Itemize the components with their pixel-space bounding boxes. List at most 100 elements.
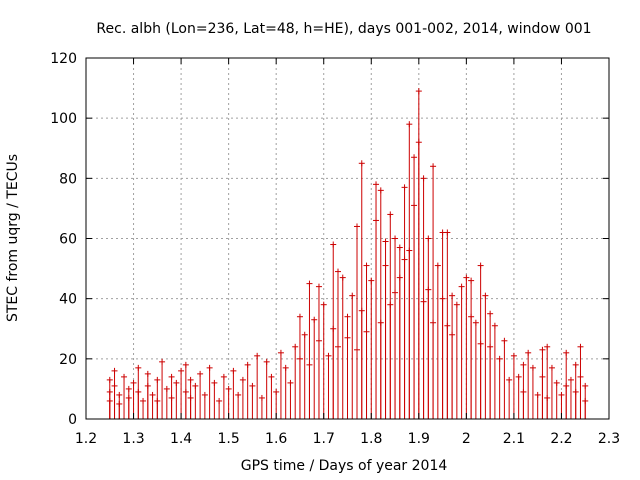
data-point xyxy=(525,349,532,419)
data-point xyxy=(449,331,456,419)
data-point xyxy=(277,349,284,419)
data-point xyxy=(539,373,546,419)
x-tick-label: 1.8 xyxy=(360,431,382,447)
data-point xyxy=(482,292,489,419)
data-point xyxy=(396,274,403,419)
data-point xyxy=(296,355,303,419)
data-point xyxy=(197,370,204,419)
data-point xyxy=(548,364,555,419)
data-point xyxy=(529,364,536,419)
data-point xyxy=(382,238,389,419)
x-tick-label: 2.3 xyxy=(598,431,620,447)
data-point xyxy=(434,262,441,419)
data-point xyxy=(258,394,265,419)
data-point xyxy=(330,325,337,419)
data-point xyxy=(420,298,427,419)
data-point xyxy=(354,346,361,419)
data-point xyxy=(116,400,123,419)
data-point xyxy=(477,340,484,419)
data-point xyxy=(201,391,208,419)
data-point xyxy=(487,343,494,419)
data-point xyxy=(501,337,508,419)
data-point xyxy=(130,379,137,419)
data-point xyxy=(567,376,574,419)
x-tick-label: 1.2 xyxy=(75,431,97,447)
chart-title: Rec. albh (Lon=236, Lat=48, h=HE), days … xyxy=(96,21,591,37)
y-axis-label: STEC from uqrg / TECUs xyxy=(5,154,21,322)
data-point xyxy=(534,391,541,419)
data-point xyxy=(230,367,237,419)
data-point xyxy=(563,382,570,419)
y-tick-label: 40 xyxy=(59,292,77,308)
data-point xyxy=(206,364,213,419)
data-point xyxy=(154,397,161,419)
data-point xyxy=(249,382,256,419)
data-point xyxy=(220,373,227,419)
data-point xyxy=(268,373,275,419)
y-tick-label: 120 xyxy=(50,51,77,67)
data-point xyxy=(373,217,380,419)
data-point xyxy=(406,247,413,419)
data-point xyxy=(401,256,408,419)
data-point xyxy=(144,382,151,419)
data-point xyxy=(306,361,313,419)
data-point xyxy=(263,358,270,419)
data-point xyxy=(235,391,242,419)
data-point xyxy=(163,385,170,419)
data-point xyxy=(187,394,194,419)
y-tick-label: 20 xyxy=(59,352,77,368)
data-point xyxy=(458,283,465,419)
data-point xyxy=(349,292,356,419)
data-point xyxy=(415,139,422,419)
y-tick-label: 60 xyxy=(59,232,77,248)
data-point xyxy=(577,373,584,419)
data-point xyxy=(339,274,346,419)
data-point xyxy=(140,397,147,419)
data-point xyxy=(411,202,418,419)
data-point xyxy=(282,364,289,419)
data-point xyxy=(287,379,294,419)
y-tick-label: 100 xyxy=(50,111,77,127)
data-point xyxy=(472,319,479,419)
data-point xyxy=(544,394,551,419)
x-tick-label: 1.6 xyxy=(265,431,287,447)
data-point xyxy=(168,394,175,419)
data-point xyxy=(159,358,166,419)
data-point xyxy=(344,334,351,419)
data-points xyxy=(106,88,589,419)
data-point xyxy=(254,352,261,419)
x-tick-label: 1.9 xyxy=(408,431,430,447)
x-tick-label: 2.1 xyxy=(503,431,525,447)
data-point xyxy=(439,295,446,419)
data-point xyxy=(377,319,384,419)
axis-ticks: 1.2 1.3 1.4 1.5 1.6 1.7 1.8 1.9 2 2.1 2.2 2.3 0 20 40 6… xyxy=(50,51,620,447)
data-point xyxy=(444,322,451,419)
data-point xyxy=(135,388,142,419)
data-point xyxy=(468,313,475,419)
data-point xyxy=(301,331,308,419)
data-point xyxy=(173,379,180,419)
data-point xyxy=(582,382,589,419)
data-point xyxy=(182,361,189,419)
data-point xyxy=(363,328,370,419)
data-point xyxy=(520,388,527,419)
data-point xyxy=(178,367,185,419)
data-point xyxy=(496,355,503,419)
data-point xyxy=(387,301,394,419)
x-tick-label: 1.4 xyxy=(170,431,192,447)
data-point xyxy=(572,388,579,419)
data-point xyxy=(121,373,128,419)
data-point xyxy=(315,337,322,419)
data-point xyxy=(244,361,251,419)
data-point xyxy=(358,307,365,419)
data-point xyxy=(239,376,246,419)
data-point xyxy=(553,379,560,419)
data-point xyxy=(368,277,375,419)
x-tick-label: 1.3 xyxy=(122,431,144,447)
data-point xyxy=(491,322,498,419)
data-point xyxy=(125,394,132,419)
x-tick-label: 1.5 xyxy=(218,431,240,447)
x-axis-label: GPS time / Days of year 2014 xyxy=(241,458,448,474)
data-point xyxy=(510,352,517,419)
